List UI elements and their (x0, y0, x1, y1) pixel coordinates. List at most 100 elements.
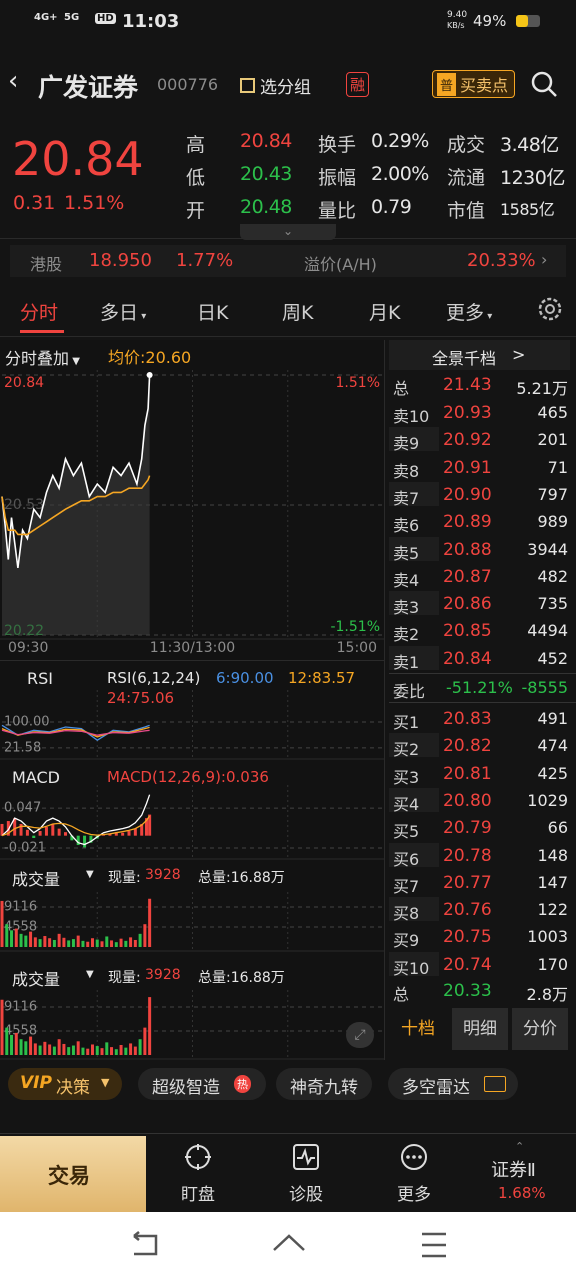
book-volume: 170 (537, 954, 568, 974)
nav-label[interactable]: 盯盘 (181, 1185, 215, 1205)
expand-button[interactable]: ⌄ (240, 224, 336, 240)
margin-badge[interactable]: 融 (346, 72, 370, 97)
bar (133, 1046, 137, 1055)
row-label-bg (389, 536, 439, 561)
tab[interactable]: 更多 ▾ (446, 298, 492, 325)
trade-button[interactable] (0, 1136, 146, 1212)
tab[interactable]: 周K (282, 298, 313, 325)
hk-pct: 1.77% (176, 250, 234, 271)
stat-value: 0.79 (371, 196, 412, 218)
nav-label[interactable]: 更多 (397, 1185, 431, 1205)
home-key[interactable] (273, 1234, 305, 1251)
book-price: 20.76 (443, 900, 492, 921)
bar (110, 1047, 114, 1055)
panel-band (0, 660, 384, 661)
book-volume: 4494 (527, 621, 568, 641)
bar (29, 931, 33, 947)
book-volume: 452 (537, 648, 568, 668)
book-price: 20.81 (443, 763, 492, 784)
menu-key[interactable] (422, 1232, 446, 1258)
bar (25, 829, 29, 836)
panel-subtitle: RSI(6,12,24) (107, 669, 201, 687)
book-button[interactable]: 十档 (401, 1019, 435, 1039)
tab[interactable]: 分时 (20, 298, 58, 325)
nav-icon[interactable] (183, 1142, 213, 1172)
stat-value: 20.48 (240, 196, 292, 218)
bar (19, 933, 23, 947)
book-volume: 147 (537, 872, 568, 892)
bar (148, 898, 152, 947)
bar (24, 935, 28, 947)
tool-button[interactable] (276, 1068, 372, 1100)
tab[interactable]: 多日 ▾ (100, 298, 146, 325)
nav-label[interactable]: 诊股 (289, 1185, 323, 1205)
fullscreen-button[interactable]: ⤢ (346, 1022, 374, 1048)
legend-entry: 6:90.00 (216, 669, 274, 687)
stat-value: 0.29% (371, 130, 429, 152)
book-button[interactable]: 明细 (452, 1008, 508, 1050)
bar (100, 941, 104, 947)
book-volume: 71 (547, 457, 568, 477)
book-label: 买6 (393, 849, 420, 869)
search-handle (548, 88, 557, 97)
tool-label: 多空雷达 (402, 1078, 470, 1098)
book-label: 买8 (393, 904, 420, 924)
bar (10, 1035, 14, 1055)
bar (43, 1041, 47, 1055)
legend-entry: 均价:20.60 (108, 348, 192, 367)
stat-label: 振幅 (318, 167, 357, 189)
book-label: 卖8 (393, 461, 420, 481)
book-price: 20.92 (443, 430, 492, 451)
tab-indicator (20, 330, 64, 333)
book-label: 卖3 (393, 598, 420, 618)
book-price: 20.77 (443, 872, 492, 893)
y2-tick-label: -1.51% (330, 619, 380, 635)
bar (143, 924, 147, 947)
system-buttons (133, 1231, 446, 1258)
bar (127, 830, 131, 836)
signal-button[interactable]: 普 买卖点 (432, 70, 516, 98)
series-line (1, 374, 151, 569)
bar (57, 1039, 61, 1055)
group-button[interactable]: 选分组 (240, 73, 311, 98)
overlay-button[interactable]: 分时叠加 ▼ (5, 349, 80, 368)
back-key[interactable] (133, 1231, 158, 1256)
book-button[interactable]: 分价 (512, 1008, 568, 1050)
book-label: 委比 (393, 682, 426, 701)
vip-button[interactable] (8, 1068, 122, 1100)
index-name[interactable]: 证券Ⅱ (491, 1160, 536, 1181)
tab[interactable]: 日K (197, 298, 228, 325)
book-price: 20.74 (443, 954, 492, 975)
hk-row[interactable] (10, 245, 566, 277)
book-volume: 1029 (527, 790, 568, 810)
bar (129, 1043, 133, 1055)
net-speed-unit: KB/s (447, 21, 465, 30)
tool-button[interactable] (388, 1068, 518, 1100)
book-label: 卖5 (393, 543, 420, 563)
stat-value: 20.84 (240, 130, 292, 152)
settings-icon[interactable] (536, 295, 564, 323)
nav-icon[interactable] (399, 1142, 429, 1172)
bar (81, 940, 85, 947)
charts: 20.2220.5320.84-1.51%1.51%09:3011:30/13:… (0, 370, 384, 1060)
icon-part (406, 1155, 410, 1159)
bar (33, 937, 37, 947)
stat-value: 2.00% (371, 163, 429, 185)
overlay-label: 分时叠加 (5, 349, 70, 368)
trade-label: 交易 (48, 1164, 90, 1188)
bar (5, 924, 9, 947)
book-volume: 122 (537, 900, 568, 920)
book-volume: 989 (537, 512, 568, 532)
index-arrow: ⌃ (515, 1140, 525, 1153)
nav-icon[interactable] (291, 1142, 321, 1172)
book-header[interactable] (389, 340, 570, 370)
stock-name: 广发证券 (38, 73, 139, 102)
back-button[interactable]: ‹ (8, 66, 19, 96)
panel-title: RSI (27, 669, 53, 688)
tab[interactable]: 月K (369, 298, 400, 325)
bar (105, 936, 109, 947)
bar (83, 835, 87, 848)
y-tick-label: 9116 (4, 1000, 37, 1015)
volume-annotation: 现量: (108, 970, 141, 986)
search-icon[interactable] (530, 70, 558, 98)
